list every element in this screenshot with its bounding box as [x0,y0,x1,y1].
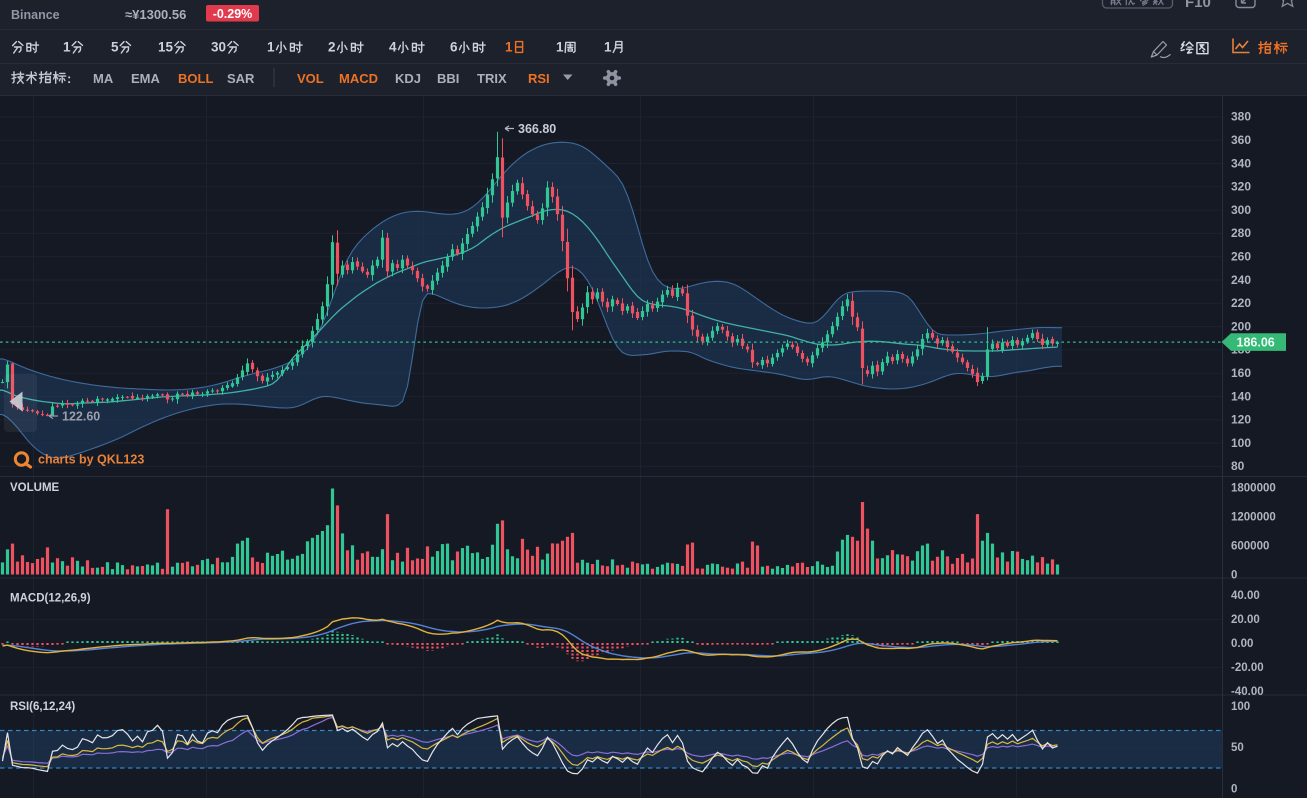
svg-text:4: 4 [389,40,397,55]
svg-text:30: 30 [211,40,226,55]
svg-text:-0.29%: -0.29% [213,7,253,21]
svg-text:6: 6 [450,40,458,55]
svg-text:40.00: 40.00 [1231,590,1260,602]
svg-text:50: 50 [1231,742,1244,754]
svg-text:140: 140 [1231,389,1251,403]
svg-text:SAR: SAR [227,71,255,86]
svg-text:EMA: EMA [131,71,161,86]
svg-text:15: 15 [158,40,174,55]
svg-text:BOLL: BOLL [178,71,213,86]
svg-text:RSI(6,12,24): RSI(6,12,24) [10,701,75,713]
svg-text:0: 0 [1231,570,1237,582]
svg-text:1200000: 1200000 [1231,512,1276,524]
svg-text:MACD(12,26,9): MACD(12,26,9) [10,593,91,605]
svg-text:BBI: BBI [437,71,459,86]
svg-text:366.80: 366.80 [518,122,556,136]
svg-text:100: 100 [1231,701,1250,713]
svg-text:MACD: MACD [339,71,378,86]
svg-text:600000: 600000 [1231,541,1269,553]
svg-text:0: 0 [1231,784,1237,796]
svg-text:charts by QKL123: charts by QKL123 [38,453,144,467]
svg-text:122.60: 122.60 [62,410,100,424]
svg-text:240: 240 [1231,273,1251,287]
svg-text:2: 2 [328,40,336,55]
svg-text:1800000: 1800000 [1231,483,1276,495]
svg-text:360: 360 [1231,133,1251,147]
svg-text:RSI: RSI [528,71,550,86]
svg-text:0.00: 0.00 [1231,638,1253,650]
svg-text:TRIX: TRIX [477,71,507,86]
svg-text:120: 120 [1231,413,1251,427]
svg-text:≈¥1300.56: ≈¥1300.56 [125,7,186,22]
svg-text:160: 160 [1231,366,1251,380]
svg-text:1: 1 [63,40,71,55]
svg-text:1: 1 [267,40,275,55]
svg-text:VOLUME: VOLUME [10,482,60,494]
svg-text:186.06: 186.06 [1237,336,1275,350]
svg-text:1: 1 [556,40,564,55]
svg-text:Binance: Binance [11,8,60,22]
svg-text:MA: MA [93,71,114,86]
svg-text:340: 340 [1231,156,1251,170]
svg-text:320: 320 [1231,180,1251,194]
svg-text:20.00: 20.00 [1231,614,1260,626]
svg-text:300: 300 [1231,203,1251,217]
svg-text:5: 5 [111,40,119,55]
svg-text:-20.00: -20.00 [1231,662,1264,674]
svg-text:220: 220 [1231,296,1251,310]
svg-text:1: 1 [604,40,612,55]
svg-text:100: 100 [1231,436,1251,450]
svg-text:260: 260 [1231,250,1251,264]
svg-text:F10: F10 [1185,0,1211,11]
svg-text:KDJ: KDJ [395,71,421,86]
svg-text:-40.00: -40.00 [1231,686,1264,698]
svg-text:280: 280 [1231,226,1251,240]
svg-text:200: 200 [1231,319,1251,333]
svg-text:380: 380 [1231,110,1251,124]
svg-text:80: 80 [1231,459,1245,473]
svg-text:1: 1 [505,40,513,55]
svg-text::: : [67,71,71,86]
svg-text:VOL: VOL [297,71,324,86]
